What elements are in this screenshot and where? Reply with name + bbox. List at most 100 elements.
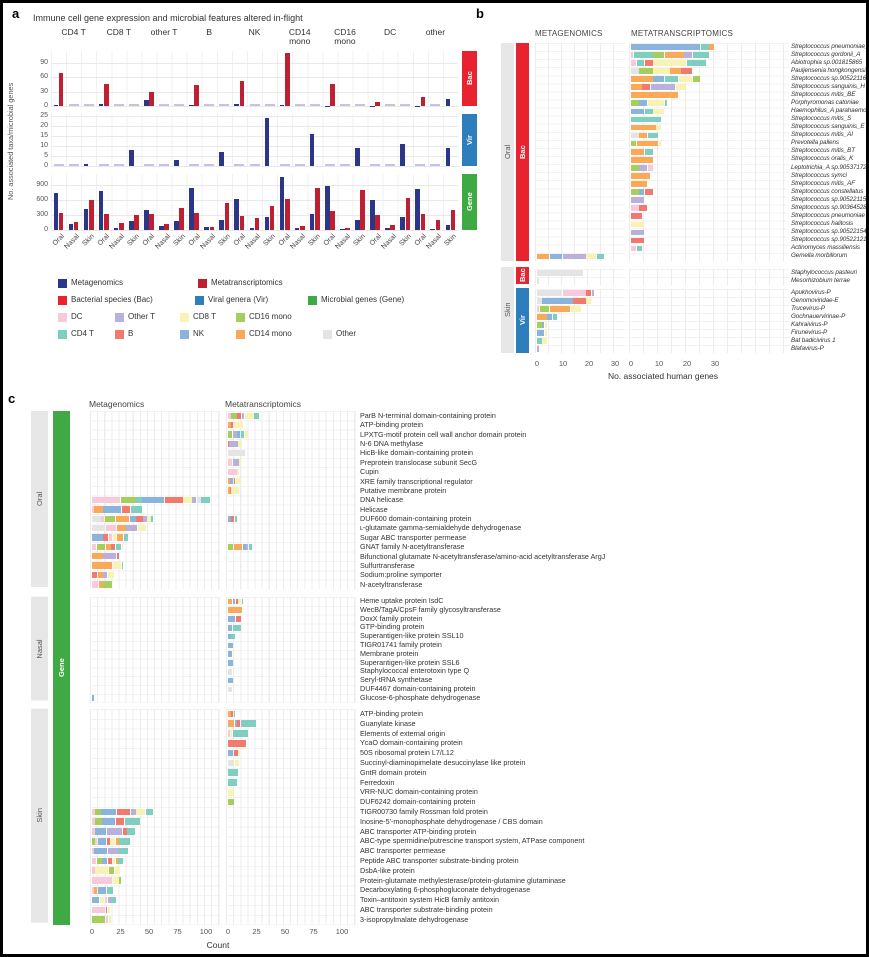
species-label: Streptococcus mitis_BE <box>791 90 856 98</box>
bar-metagenomics <box>400 216 405 230</box>
bar-metagenomics <box>370 200 375 230</box>
protein-label: 50S ribosomal protein L7/L12 <box>360 748 454 758</box>
protein-label: DUF4467 domain-containing protein <box>360 684 476 693</box>
y-tick-label: 0 <box>44 102 48 109</box>
zero-dash <box>324 164 335 166</box>
bar-metagenomics <box>249 228 255 230</box>
bar-segment-B <box>237 720 240 728</box>
bar-segment-CD4 <box>664 76 678 82</box>
bar-segment-DC <box>92 828 95 835</box>
protein-label: Bifunctional glutamate N-acetyltransfera… <box>360 551 606 561</box>
zero-dash <box>279 164 290 166</box>
bar-segment-CD8 <box>678 76 692 82</box>
y-tick-label: 30 <box>40 87 48 95</box>
y-tick-label: 90 <box>40 58 48 66</box>
bar-segment-CD16 <box>539 306 550 312</box>
bar-metatranscriptomics <box>104 83 109 106</box>
protein-label: ParB N-terminal domain-containing protei… <box>360 411 496 420</box>
facet-grid <box>51 114 458 166</box>
bar-segment-CD14 <box>631 76 653 82</box>
bar-segment-CD4 <box>130 506 142 513</box>
bar-segment-CD14 <box>97 571 103 579</box>
bar-segment-OtherT <box>103 553 117 560</box>
bar-segment-OtherT <box>232 431 237 438</box>
bar-segment-CD8 <box>110 837 116 845</box>
bar-segment-CD16 <box>95 818 102 826</box>
bar-segment-CD16 <box>96 857 102 865</box>
bar-segment-NK <box>537 330 545 336</box>
x-tick-label: 20 <box>584 359 594 368</box>
gridline <box>51 91 458 93</box>
species-label: Streptococcus sp.903645285 <box>791 203 869 211</box>
bar-segment-CD16 <box>228 431 232 438</box>
bar-segment-CD4 <box>240 431 245 438</box>
gridline <box>51 136 458 137</box>
zero-dash <box>159 164 170 166</box>
panel-c-x-axis-label: Count <box>206 940 230 950</box>
gridline <box>51 62 458 64</box>
bar-segment-NK <box>653 76 664 82</box>
bar-metatranscriptomics <box>284 53 290 106</box>
bar-segment-CD14 <box>228 607 243 614</box>
bar-metagenomics <box>144 209 149 230</box>
cell-type-header: other T <box>150 27 178 37</box>
bar-segment-NK <box>639 189 645 195</box>
protein-label: XRE family transcriptional regulator <box>360 476 473 486</box>
bar-metagenomics <box>279 104 285 106</box>
gridline <box>51 200 458 201</box>
bar-segment-CD8 <box>234 759 239 767</box>
bar-metatranscriptomics <box>58 213 64 230</box>
gridline <box>51 126 458 127</box>
legend-label: NK <box>193 329 205 338</box>
bar-segment-OtherT <box>639 165 648 171</box>
facet-grid <box>51 174 458 230</box>
bar-segment-NK <box>228 642 234 649</box>
bar-segment-CD14 <box>537 314 547 320</box>
bar-segment-CD4 <box>125 818 141 826</box>
bar-metatranscriptomics <box>88 199 94 230</box>
protein-label: Sugar ABC transporter permease <box>360 532 467 542</box>
bar-segment-CD4 <box>234 515 237 522</box>
protein-label: Membrane protein <box>360 648 419 658</box>
bar-segment-CD16 <box>104 515 116 522</box>
x-tick-label: 25 <box>116 927 125 936</box>
bar-segment-NK <box>92 534 103 541</box>
bar-metagenomics <box>128 150 134 166</box>
bar-segment-CD4 <box>552 314 558 320</box>
bar-segment-OtherT <box>229 440 238 447</box>
species-label: Streptococcus symci <box>791 171 847 179</box>
bar-segment-CD16 <box>631 140 636 147</box>
bar-segment-CD14 <box>631 84 642 90</box>
bar-segment-CD8 <box>238 749 240 757</box>
species-label: Streptococcus halitosis <box>791 220 854 228</box>
bar-segment-B <box>573 298 586 304</box>
bar-metagenomics <box>340 229 345 230</box>
bar-segment-NK <box>97 886 107 894</box>
grid-metagenomics <box>535 43 625 261</box>
panel-b-header-metagenomics: METAGENOMICS <box>535 29 603 38</box>
protein-label: 3-isopropylmalate dehydrogenase <box>360 914 469 924</box>
bar-segment-DC <box>92 543 96 551</box>
bar-segment-CD4 <box>664 100 667 107</box>
species-label: Staphylococcus pasteuri <box>791 268 857 276</box>
protein-label: GNAT family N-acetyltransferase <box>360 542 465 552</box>
bar-segment-CD16 <box>92 916 106 924</box>
bar-segment-CD14 <box>92 553 103 560</box>
grid-metatranscriptomics <box>629 289 789 353</box>
bar-segment-DC <box>631 52 634 58</box>
bar-segment-CD16 <box>639 68 653 74</box>
zero-dash <box>430 164 441 166</box>
site-strip-skin: Skin <box>31 709 48 923</box>
bar-metatranscriptomics <box>405 198 411 230</box>
panel-b-x-axis-label: No. associated human genes <box>607 371 719 381</box>
bar-segment-CD4 <box>115 543 122 551</box>
bar-metagenomics <box>445 224 451 230</box>
protein-label: Decarboxylating 6-phosphogluconate dehyd… <box>360 885 531 895</box>
bar-metagenomics <box>144 99 149 106</box>
bar-metagenomics <box>309 213 315 230</box>
bar-segment-CD8 <box>245 412 254 419</box>
bar-segment-CD8 <box>570 306 581 312</box>
site-strip-nasal: Nasal <box>31 597 48 701</box>
protein-label: ABC transporter ATP-binding protein <box>360 826 477 836</box>
